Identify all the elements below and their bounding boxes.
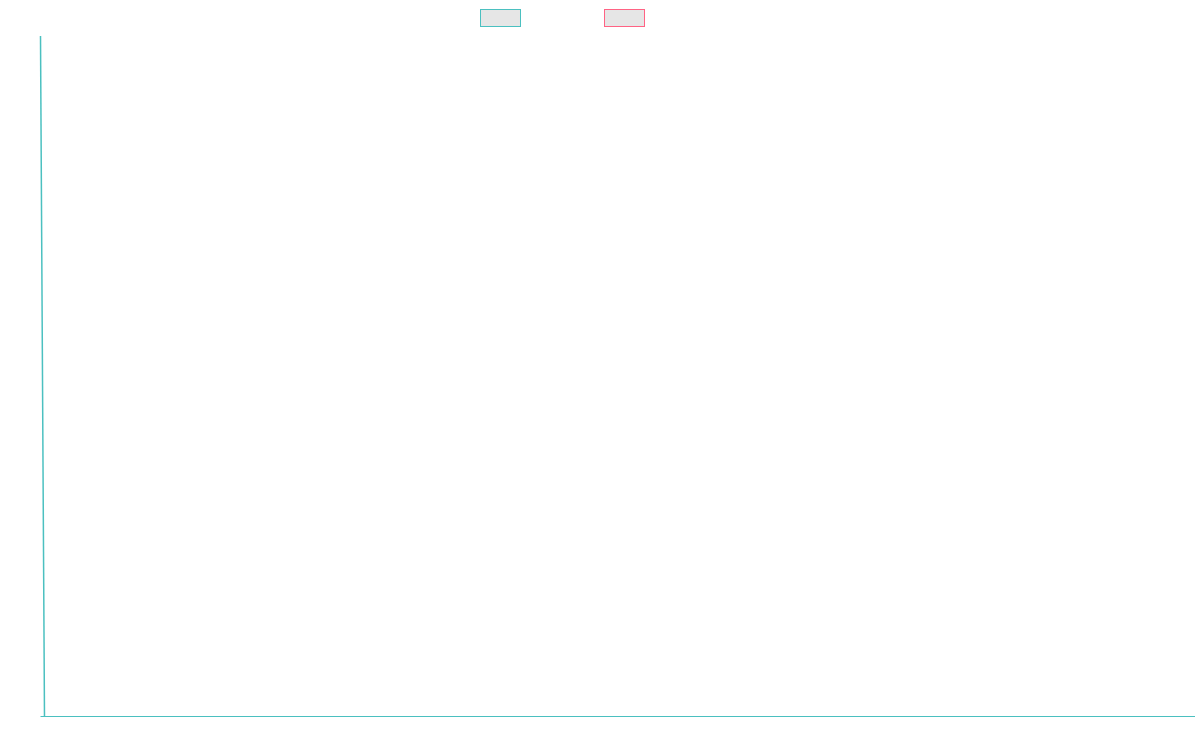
legend-swatch-series-1[interactable]: [480, 9, 521, 27]
plot-area: [39, 35, 1195, 717]
series-layer: [39, 35, 46, 717]
legend: [480, 9, 645, 27]
series-1-line: [39, 35, 46, 717]
legend-swatch-series-2[interactable]: [604, 9, 645, 27]
